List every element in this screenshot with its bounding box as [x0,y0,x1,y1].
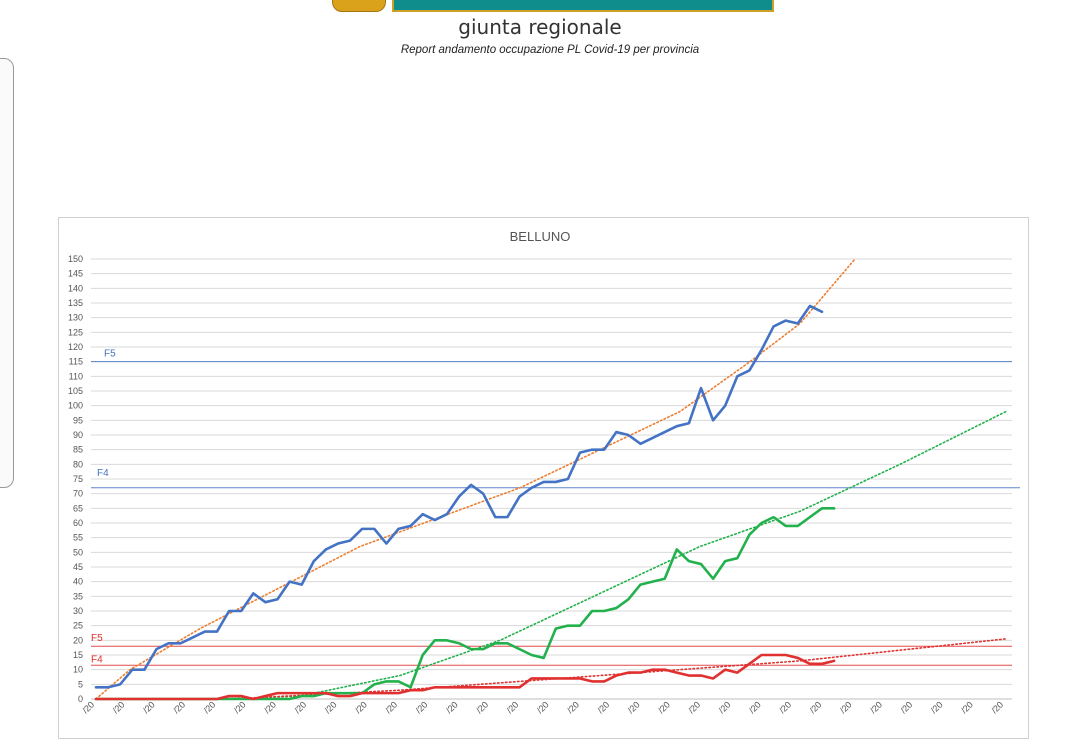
y-tick-label: 100 [68,401,83,411]
x-tick-label: /20 [656,699,672,715]
y-tick-label: 75 [73,474,83,484]
y-tick-label: 40 [73,577,83,587]
report-title: Report andamento occupazione PL Covid-19… [400,44,700,56]
side-bracket [0,58,14,488]
threshold-label: F4 [97,468,109,479]
y-tick-label: 130 [68,313,83,323]
series-line [94,304,824,689]
y-tick-label: 145 [68,269,83,279]
threshold-label: F5 [104,349,116,360]
x-tick-label: /20 [292,699,308,715]
trendline [229,410,1007,700]
x-tick-label: /20 [171,699,187,715]
belluno-chart: BELLUNO 0 5 10 15 20 25 30 35 40 45 50 55 60 65 70 75 80 8… [68,229,1020,715]
x-tick-label: /20 [686,699,702,715]
x-tick-label: /20 [232,699,248,715]
y-tick-label: 15 [73,650,83,660]
region-logo [332,0,774,12]
x-tick-label: /20 [959,699,975,715]
x-tick-label: /20 [353,699,369,715]
y-tick-label: 90 [73,430,83,440]
x-tick-label: /20 [414,699,430,715]
x-tick-label: /20 [626,699,642,715]
y-tick-label: 95 [73,415,83,425]
y-tick-label: 125 [68,327,83,337]
y-tick-label: 55 [73,533,83,543]
y-tick-label: 110 [69,371,83,381]
x-tick-label: /20 [141,699,157,715]
x-tick-label: /20 [808,699,824,715]
x-tick-label: /20 [444,699,460,715]
y-tick-label: 70 [73,489,83,499]
x-tick-label: /20 [747,699,763,715]
x-tick-label: /20 [323,699,339,715]
y-tick-label: 60 [73,518,83,528]
x-tick-label: /20 [565,699,581,715]
y-tick-label: 105 [68,386,83,396]
org-name: giunta regionale [458,15,622,39]
x-tick-label: /20 [474,699,490,715]
chart-frame [58,217,1029,739]
y-tick-label: 135 [68,298,83,308]
x-tick-label: /20 [838,699,854,715]
chart-title: BELLUNO [510,229,571,244]
series-line [94,653,836,701]
y-tick-label: 25 [73,621,83,631]
x-tick-label: /20 [262,699,278,715]
y-tick-label: 35 [73,591,83,601]
x-tick-label: /20 [929,699,945,715]
y-tick-label: 30 [73,606,83,616]
y-tick-label: 120 [68,342,83,352]
banner-logo [392,0,774,12]
y-tick-label: 115 [69,357,83,367]
x-tick-label: /20 [898,699,914,715]
x-tick-label: /20 [202,699,218,715]
y-tick-label: 80 [73,459,83,469]
y-tick-label: 65 [73,503,83,513]
x-tick-label: /20 [868,699,884,715]
y-tick-label: 45 [73,562,83,572]
x-tick-label: /20 [717,699,733,715]
threshold-label: F4 [91,654,103,665]
y-tick-label: 85 [73,445,83,455]
y-tick-label: 20 [73,635,83,645]
y-tick-label: 0 [78,694,83,704]
y-tick-label: 5 [78,679,83,689]
x-tick-label: /20 [989,699,1005,715]
x-tick-label: /20 [535,699,551,715]
threshold-label: F5 [91,633,103,644]
x-tick-label: /20 [505,699,521,715]
y-tick-label: 150 [68,254,83,264]
y-tick-label: 50 [73,547,83,557]
x-tick-label: /20 [111,699,127,715]
y-tick-label: 10 [73,665,83,675]
x-tick-label: /20 [777,699,793,715]
x-tick-label: /20 [383,699,399,715]
y-tick-label: 140 [68,283,83,293]
x-tick-label: /20 [595,699,611,715]
trendline [229,638,1007,700]
